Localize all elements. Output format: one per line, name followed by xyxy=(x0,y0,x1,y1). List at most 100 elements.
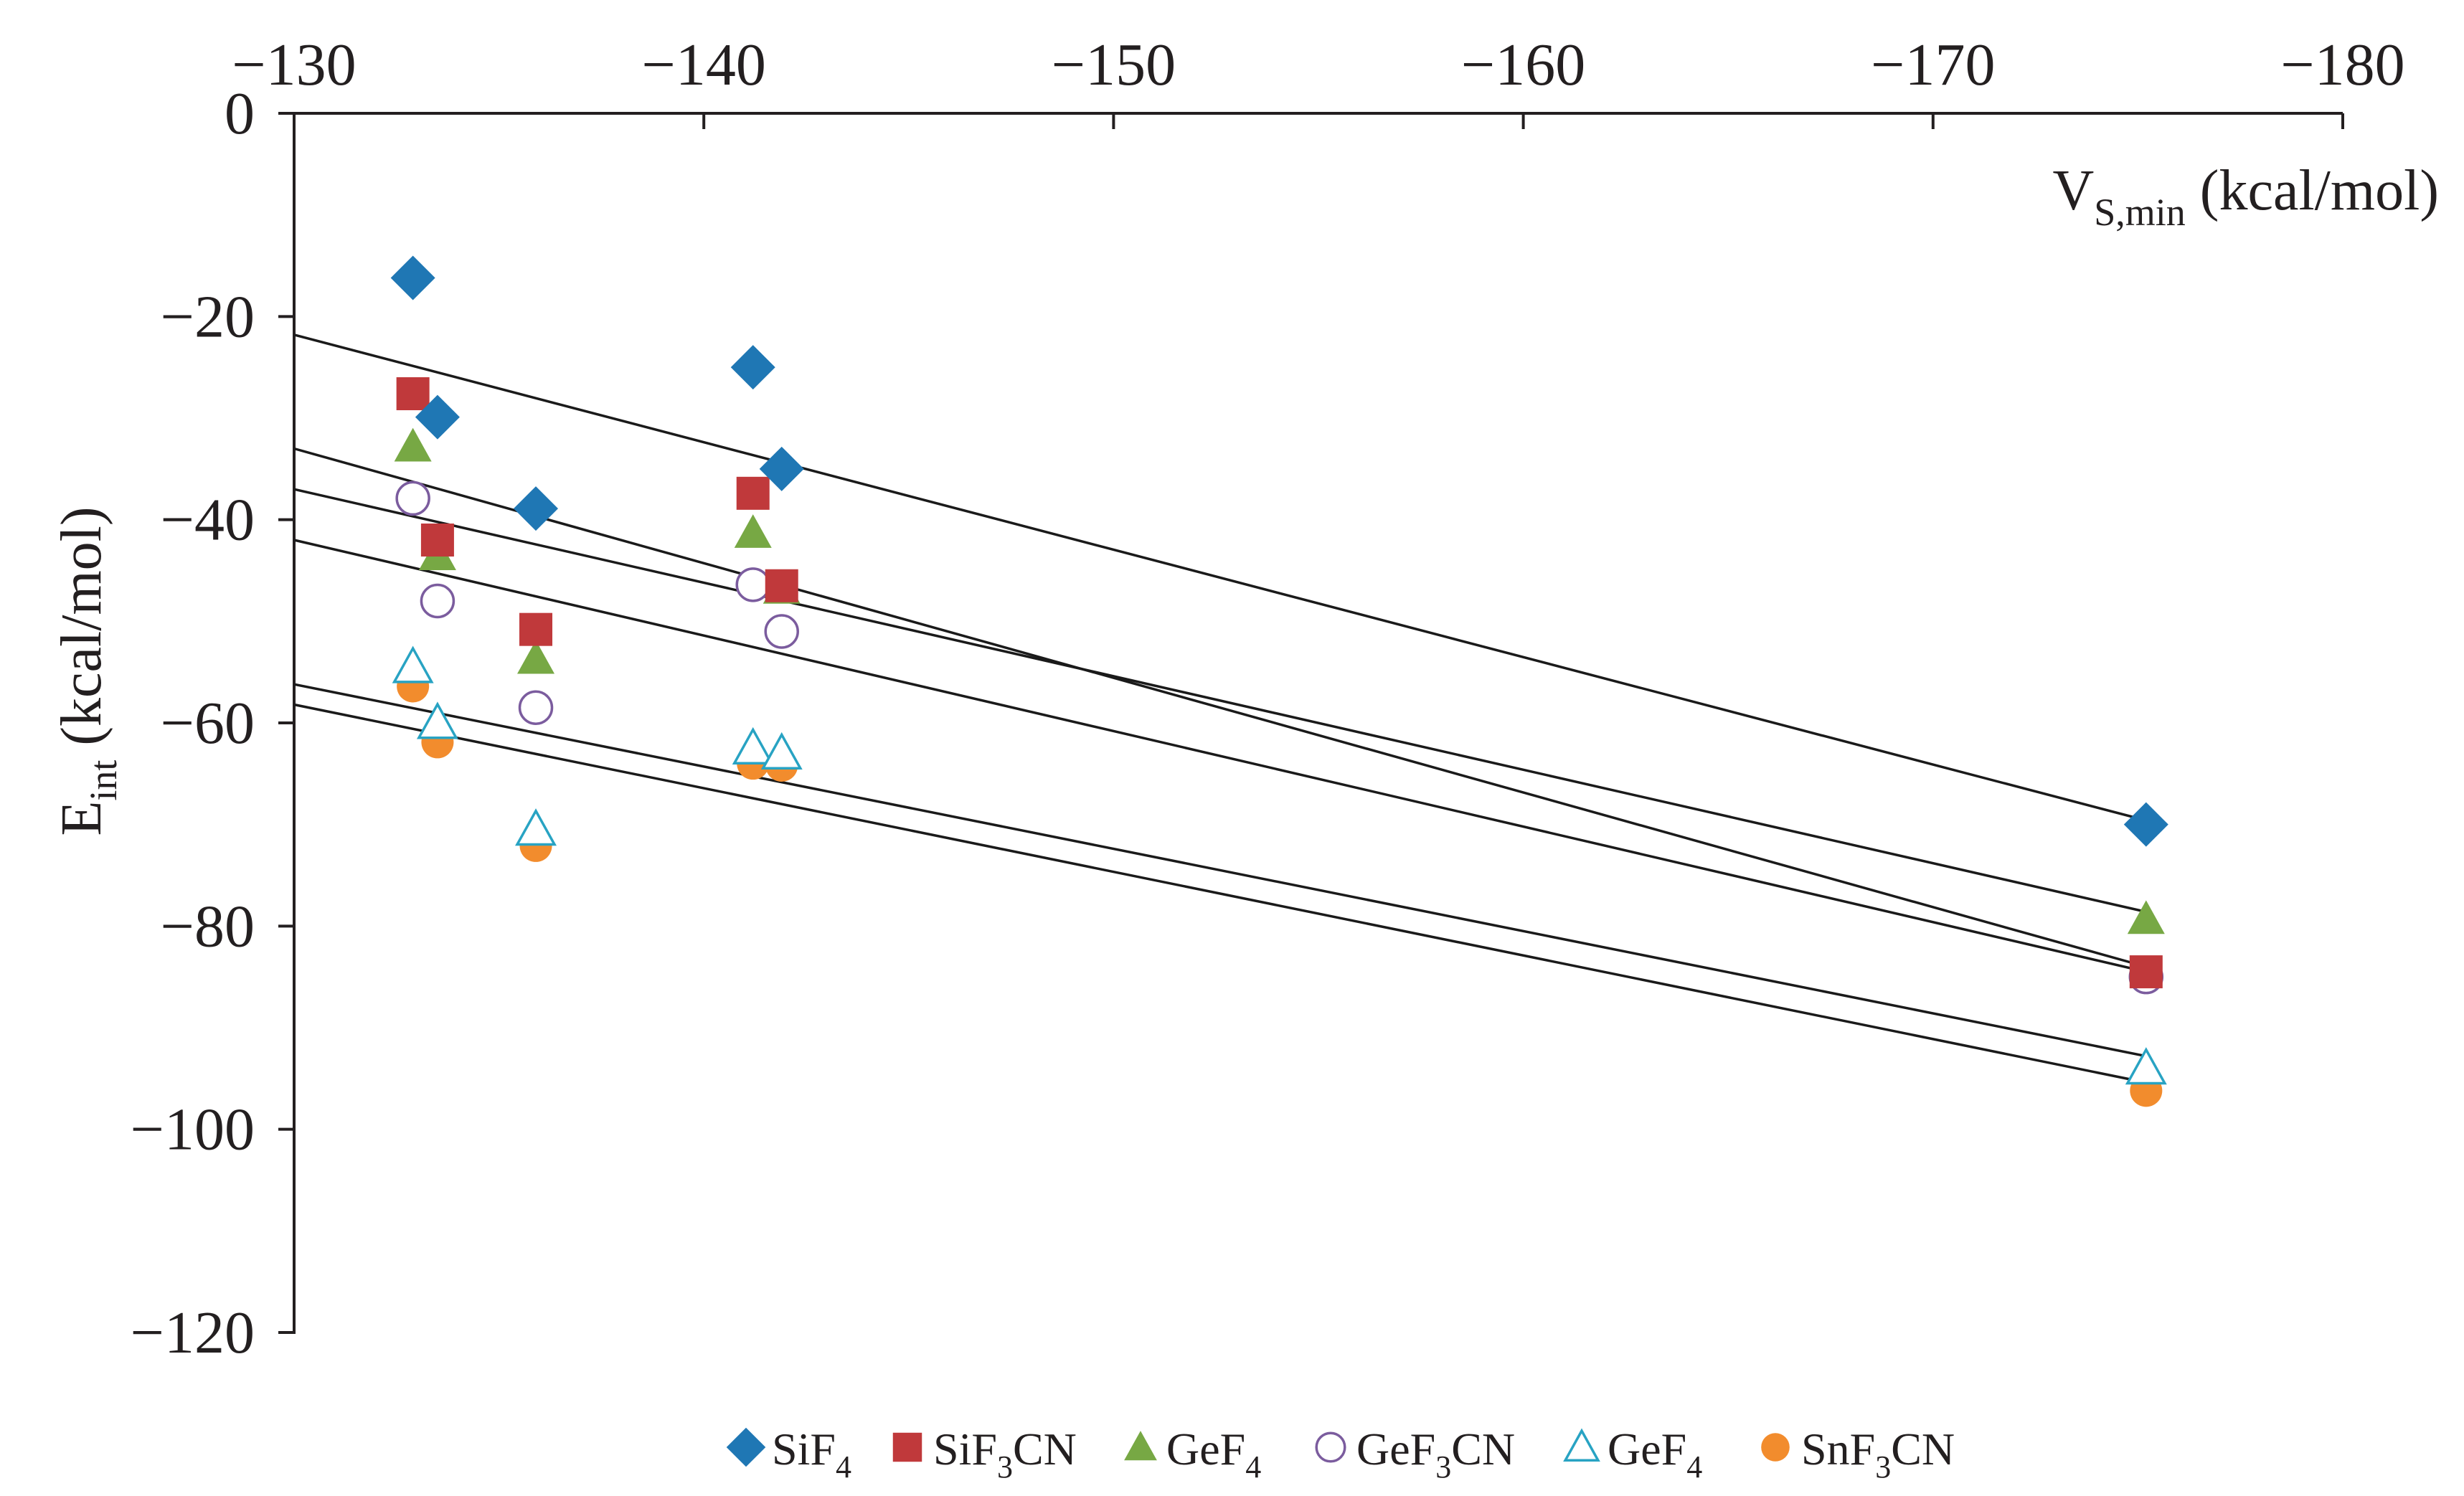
markers xyxy=(390,255,2168,1107)
y-axis-label-main: E xyxy=(50,801,113,836)
data-point-sif4-1-2 xyxy=(415,394,460,440)
series-6-snf3cn xyxy=(397,670,2163,1107)
y-axis-label-unit: (kcal/mol) xyxy=(50,506,113,759)
legend-item-4-gef3cn: GeF3CN xyxy=(1315,1424,1515,1485)
legend-item-3-gef4: GeF4 xyxy=(1124,1424,1261,1485)
legend-marker-sif3cn xyxy=(892,1432,922,1462)
x-axis-label-subscript: S,min xyxy=(2094,191,2186,234)
fit-line-3-gef4 xyxy=(293,488,2147,914)
data-point-gef4-5-1 xyxy=(392,645,434,683)
series-3-gef4 xyxy=(394,427,2165,934)
data-point-gef4-3-1 xyxy=(394,427,432,462)
x-ticks: −130 −140 −150 −160 −170 −180 xyxy=(232,32,2405,129)
fit-line-5-gef4 xyxy=(293,683,2147,1058)
series-2-sif3cn xyxy=(396,377,2163,989)
fit-line-4-gef3cn xyxy=(293,539,2147,973)
data-point-gef4-5-2 xyxy=(416,701,458,739)
series-5-gef4 xyxy=(392,645,2167,1085)
data-point-sif3cn-2-3 xyxy=(519,612,553,646)
legend-label-main: SiF xyxy=(772,1424,836,1474)
data-point-gef3cn-4-4 xyxy=(735,567,770,602)
data-point-gef4-5-4 xyxy=(732,726,774,764)
legend-label: GeF4 xyxy=(1608,1424,1702,1485)
data-point-sif3cn-2-2 xyxy=(420,524,454,557)
series-1-sif4 xyxy=(390,255,2168,847)
legend-label-main: GeF xyxy=(1608,1424,1686,1474)
fit-line-6-snf3cn xyxy=(293,703,2147,1084)
legend-label: GeF3CN xyxy=(1356,1424,1515,1485)
y-axis-label-subscript: int xyxy=(82,760,125,801)
y-ticks: 0 −20 −40 −60 −80 −100 −120 xyxy=(131,80,294,1366)
legend-item-2-sif3cn: SiF3CN xyxy=(892,1424,1077,1485)
data-point-sif3cn-2-5 xyxy=(765,569,798,602)
axes: −130 −140 −150 −160 −170 −180 0 −20 −40 −60 −80 −1… xyxy=(131,32,2405,1366)
x-axis-label: VS,min (kcal/mol) xyxy=(2052,159,2439,234)
legend-label-tail: CN xyxy=(1013,1424,1077,1474)
x-tick-label: −130 xyxy=(232,32,356,98)
x-tick-label: −180 xyxy=(2280,32,2404,98)
data-point-gef4-5-3 xyxy=(515,808,557,846)
x-axis-label-main: V xyxy=(2052,159,2094,222)
x-tick-label: −150 xyxy=(1052,32,1176,98)
data-point-gef3cn-4-3 xyxy=(518,690,554,725)
data-point-gef3cn-4-5 xyxy=(764,614,799,649)
legend-label-subscript: 4 xyxy=(836,1449,851,1485)
data-point-gef4-3-4 xyxy=(734,514,772,548)
y-tick-label: 0 xyxy=(225,80,255,147)
legend-label-main: SnF xyxy=(1801,1424,1875,1474)
data-point-sif4-1-5 xyxy=(759,446,804,491)
legend-item-1-sif4: SiF4 xyxy=(726,1424,851,1485)
data-point-gef3cn-4-1 xyxy=(395,480,430,516)
fit-line-2-sif3cn xyxy=(293,447,2147,968)
data-point-sif4-1-3 xyxy=(514,486,559,531)
legend-label: SnF3CN xyxy=(1801,1424,1955,1485)
data-point-sif3cn-2-6 xyxy=(2129,955,2163,989)
data-point-gef4-3-6 xyxy=(2127,900,2165,934)
legend-marker-sif4 xyxy=(726,1427,766,1467)
x-tick-label: −160 xyxy=(1461,32,1585,98)
fit-line-1-sif4 xyxy=(293,333,2147,822)
legend-marker-gef4 xyxy=(1124,1431,1157,1461)
x-tick-label: −170 xyxy=(1871,32,1995,98)
legend-marker-snf3cn xyxy=(1761,1433,1790,1462)
legend-label-tail: CN xyxy=(1891,1424,1955,1474)
data-point-sif4-1-1 xyxy=(390,255,435,300)
data-point-gef4-5-5 xyxy=(760,732,803,770)
legend-marker-gef4 xyxy=(1563,1428,1600,1462)
fit-lines xyxy=(293,333,2147,1084)
legend-marker-gef3cn xyxy=(1315,1431,1346,1463)
data-point-sif4-1-4 xyxy=(730,345,775,390)
legend-label: SiF4 xyxy=(772,1424,851,1485)
legend-label-subscript: 3 xyxy=(1435,1449,1451,1485)
data-point-sif3cn-2-1 xyxy=(396,377,430,410)
legend-label: GeF4 xyxy=(1166,1424,1261,1485)
y-axis-label: Eint (kcal/mol) xyxy=(50,506,125,835)
legend: SiF4 SiF3CN GeF4 GeF3CN GeF4 SnF3CN xyxy=(726,1424,1955,1485)
y-tick-label: −120 xyxy=(131,1299,255,1366)
x-axis-label-unit: (kcal/mol) xyxy=(2186,159,2439,222)
legend-label-main: GeF xyxy=(1166,1424,1245,1474)
legend-label-subscript: 3 xyxy=(1875,1449,1891,1485)
data-point-sif3cn-2-4 xyxy=(736,476,770,510)
data-point-gef3cn-4-2 xyxy=(420,583,455,619)
legend-label: SiF3CN xyxy=(933,1424,1077,1485)
data-point-sif4-1-6 xyxy=(2123,802,2168,847)
legend-label-subscript: 3 xyxy=(997,1449,1013,1485)
y-tick-label: −60 xyxy=(161,690,255,757)
legend-label-subscript: 4 xyxy=(1686,1449,1702,1485)
y-tick-label: −20 xyxy=(161,283,255,350)
data-point-gef4-5-6 xyxy=(2125,1047,2167,1085)
legend-item-6-snf3cn: SnF3CN xyxy=(1761,1424,1955,1485)
y-tick-label: −100 xyxy=(131,1097,255,1163)
x-tick-label: −140 xyxy=(642,32,766,98)
data-point-gef4-3-3 xyxy=(517,640,555,674)
series-4-gef3cn xyxy=(395,480,2164,995)
legend-label-main: SiF xyxy=(933,1424,997,1474)
legend-label-subscript: 4 xyxy=(1245,1449,1261,1485)
legend-label-tail: CN xyxy=(1451,1424,1515,1474)
legend-label-main: GeF xyxy=(1356,1424,1435,1474)
legend-item-5-gef4: GeF4 xyxy=(1563,1424,1702,1485)
y-tick-label: −40 xyxy=(161,487,255,554)
y-tick-label: −80 xyxy=(161,893,255,960)
